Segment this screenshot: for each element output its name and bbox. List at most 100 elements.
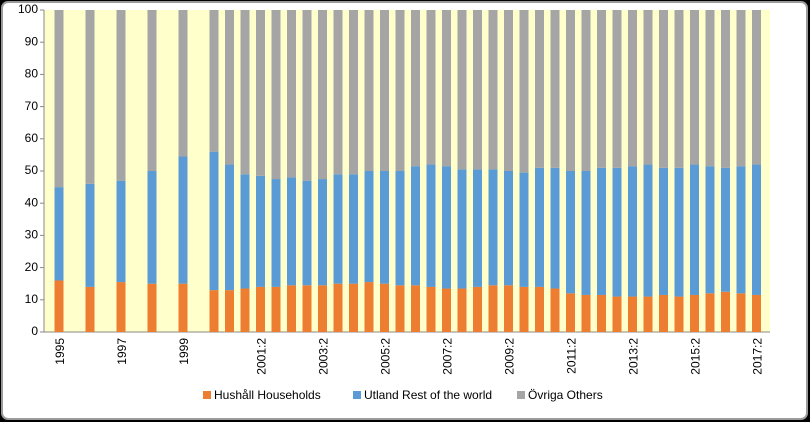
bar-segment	[519, 286, 529, 332]
bar-segment	[628, 296, 637, 332]
bar-segment	[54, 280, 64, 332]
bar-segment	[442, 166, 451, 289]
bar-segment	[643, 10, 653, 165]
y-tick-label: 90	[25, 34, 39, 48]
bar-segment	[209, 151, 219, 291]
legend-label: Övriga Others	[528, 388, 603, 402]
bar-segment	[349, 283, 358, 332]
bar-segment	[349, 10, 358, 175]
bar-segment	[209, 290, 219, 332]
bar-segment	[705, 293, 715, 332]
bar-segment	[457, 169, 467, 289]
y-tick-label: 10	[25, 292, 39, 306]
bar-segment	[333, 174, 343, 284]
bar-segment	[411, 10, 420, 167]
bar-segment	[395, 10, 405, 171]
bar-segment	[674, 296, 684, 332]
bar-segment	[287, 10, 296, 178]
x-tick-label: 2017:2	[751, 338, 765, 375]
bar-segment	[597, 294, 606, 332]
bar-segment	[659, 294, 668, 332]
bar-segment	[752, 10, 761, 165]
bar-segment	[271, 10, 281, 180]
bar-segment	[488, 285, 498, 332]
bar-segment	[256, 10, 265, 176]
x-tick-label: 2013:2	[627, 338, 641, 375]
bar-segment	[54, 187, 64, 281]
bar-segment	[535, 167, 544, 287]
bar-segment	[581, 10, 591, 171]
bar-segment	[256, 286, 265, 332]
bar-segment	[705, 166, 715, 294]
bar-segment	[519, 172, 529, 287]
bar-segment	[581, 171, 591, 295]
bar-segment	[147, 171, 157, 284]
bar-segment	[628, 166, 637, 297]
bar-segment	[550, 288, 560, 332]
bar-segment	[395, 285, 405, 332]
bar-segment	[643, 164, 653, 297]
bar-segment	[690, 164, 699, 295]
x-tick-label: 2009:2	[503, 338, 517, 375]
bar-segment	[271, 286, 281, 332]
bar-segment	[612, 296, 622, 332]
bar-segment	[54, 10, 64, 188]
bar-segment	[659, 10, 668, 168]
bar-segment	[566, 293, 575, 332]
bar-segment	[426, 10, 436, 165]
bar-segment	[225, 164, 234, 291]
bar-segment	[333, 283, 343, 332]
y-tick-label: 50	[25, 163, 39, 177]
bar-segment	[411, 285, 420, 332]
bar-segment	[240, 174, 250, 289]
bar-segment	[752, 294, 761, 332]
bar-segment	[752, 164, 761, 295]
bar-segment	[612, 167, 622, 297]
x-tick-label: 1999	[177, 338, 191, 365]
bar-segment	[643, 296, 653, 332]
legend-label: Hushåll Households	[214, 388, 321, 402]
bar-segment	[302, 285, 312, 332]
bar-segment	[380, 283, 389, 332]
bar-segment	[566, 171, 575, 294]
y-tick-label: 100	[18, 2, 38, 16]
bar-segment	[287, 285, 296, 332]
bar-segment	[116, 10, 126, 181]
bar-segment	[426, 286, 436, 332]
bar-segment	[364, 282, 374, 332]
bar-segment	[240, 10, 250, 175]
bar-segment	[690, 10, 699, 165]
bar-segment	[597, 10, 606, 168]
y-tick-label: 30	[25, 228, 39, 242]
bar-segment	[147, 10, 157, 171]
bar-segment	[225, 10, 234, 165]
bar-segment	[318, 179, 327, 286]
bar-segment	[364, 10, 374, 171]
y-tick-label: 60	[25, 131, 39, 145]
bar-segment	[581, 294, 591, 332]
bar-segment	[442, 288, 451, 332]
x-tick-label: 2001:2	[255, 338, 269, 375]
bar-segment	[504, 10, 513, 171]
bar-segment	[395, 171, 405, 286]
bar-segment	[488, 10, 498, 170]
bar-segment	[659, 167, 668, 295]
bar-segment	[457, 10, 467, 170]
x-tick-label: 1995	[53, 338, 67, 365]
bar-segment	[535, 286, 544, 332]
bar-segment	[504, 171, 513, 286]
bar-segment	[225, 290, 234, 332]
bar-segment	[705, 10, 715, 167]
bar-segment	[302, 10, 312, 181]
bar-segment	[721, 167, 730, 292]
bar-segment	[488, 169, 498, 286]
bar-segment	[597, 167, 606, 295]
y-tick-label: 0	[31, 324, 38, 338]
bar-segment	[209, 10, 219, 152]
bar-segment	[721, 10, 730, 168]
bar-segment	[85, 10, 95, 184]
bar-segment	[612, 10, 622, 168]
bar-segment	[504, 285, 513, 332]
